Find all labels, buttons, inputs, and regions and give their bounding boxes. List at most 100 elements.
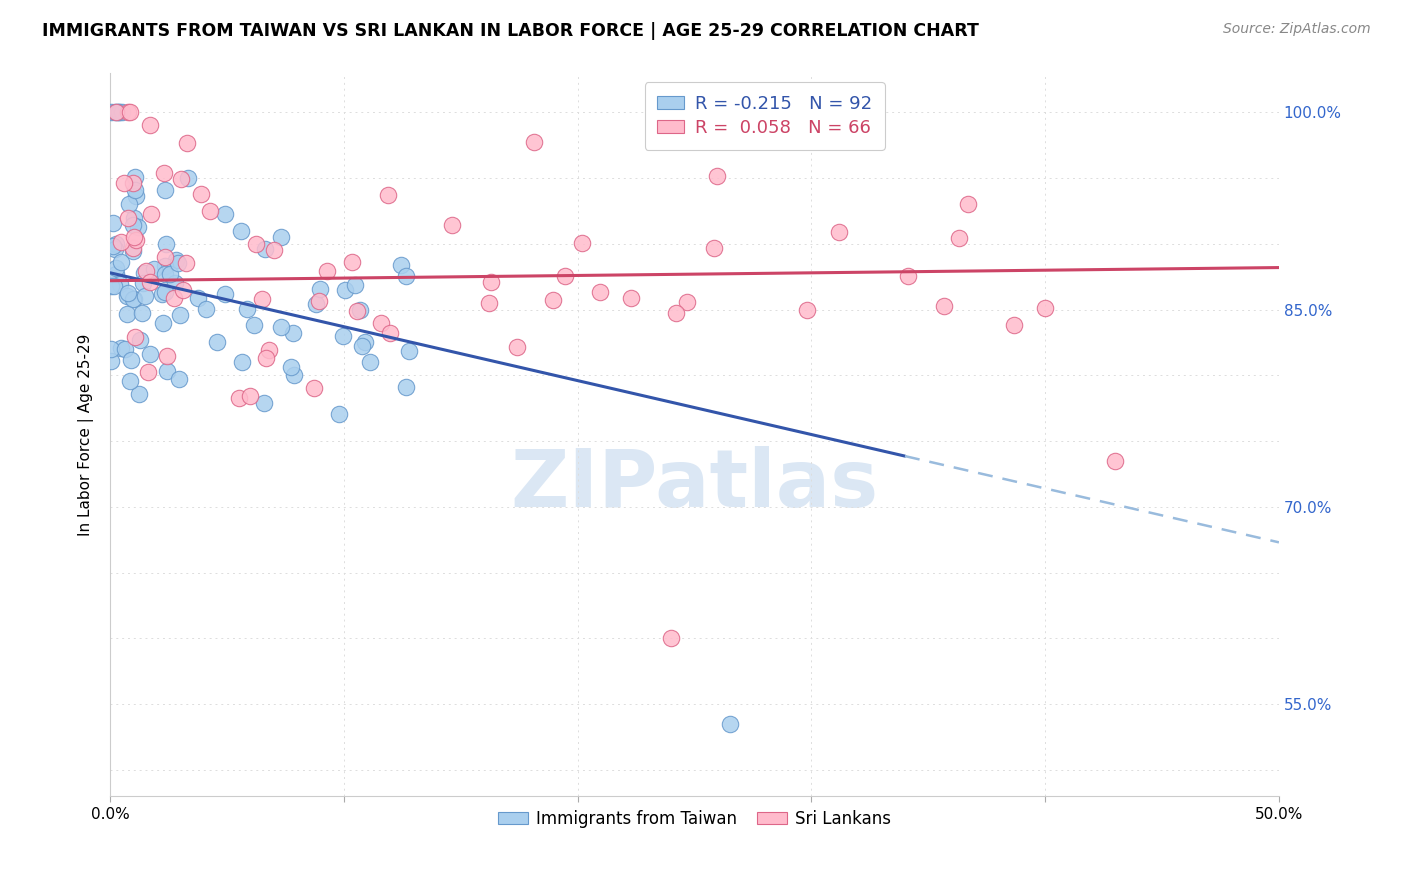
Point — [554, 268, 576, 283]
Point — [254, 351, 277, 365]
Point — [110, 254, 132, 268]
Point — [153, 285, 176, 299]
Point — [932, 299, 955, 313]
Point — [152, 166, 174, 180]
Point — [316, 264, 339, 278]
Point — [155, 236, 177, 251]
Point — [344, 277, 367, 292]
Point — [328, 408, 350, 422]
Point — [100, 279, 122, 293]
Point — [172, 284, 194, 298]
Point — [243, 318, 266, 333]
Point — [236, 302, 259, 317]
Y-axis label: In Labor Force | Age 25-29: In Labor Force | Age 25-29 — [79, 334, 94, 536]
Point — [127, 219, 149, 234]
Point — [440, 219, 463, 233]
Point — [718, 716, 741, 731]
Point — [896, 268, 918, 283]
Point — [167, 256, 190, 270]
Point — [124, 183, 146, 197]
Point — [108, 277, 131, 291]
Point — [620, 291, 643, 305]
Point — [395, 269, 418, 284]
Point — [228, 391, 250, 405]
Point — [120, 374, 142, 388]
Point — [346, 303, 368, 318]
Point — [589, 285, 612, 299]
Point — [103, 216, 125, 230]
Point — [398, 344, 420, 359]
Point — [165, 252, 187, 267]
Point — [163, 291, 186, 305]
Point — [121, 292, 143, 306]
Point — [506, 340, 529, 354]
Point — [176, 171, 198, 186]
Point — [380, 326, 402, 340]
Legend: Immigrants from Taiwan, Sri Lankans: Immigrants from Taiwan, Sri Lankans — [491, 804, 898, 835]
Point — [100, 353, 122, 368]
Point — [245, 236, 267, 251]
Point — [132, 276, 155, 290]
Point — [263, 243, 285, 257]
Point — [187, 291, 209, 305]
Point — [194, 301, 217, 316]
Point — [124, 330, 146, 344]
Point — [305, 297, 328, 311]
Point — [571, 235, 593, 250]
Point — [176, 136, 198, 150]
Point — [250, 292, 273, 306]
Point — [304, 381, 326, 395]
Point — [541, 293, 564, 307]
Point — [104, 260, 127, 275]
Point — [122, 244, 145, 259]
Point — [214, 286, 236, 301]
Point — [478, 296, 501, 310]
Point — [153, 183, 176, 197]
Point — [101, 238, 124, 252]
Point — [122, 292, 145, 306]
Point — [332, 329, 354, 343]
Point — [167, 372, 190, 386]
Point — [139, 275, 162, 289]
Point — [138, 346, 160, 360]
Point — [1002, 318, 1025, 333]
Point — [103, 278, 125, 293]
Point — [395, 380, 418, 394]
Point — [100, 342, 122, 356]
Point — [169, 308, 191, 322]
Point — [342, 255, 364, 269]
Point — [270, 320, 292, 334]
Point — [111, 105, 134, 120]
Point — [142, 262, 165, 277]
Point — [118, 197, 141, 211]
Point — [280, 360, 302, 375]
Point — [370, 316, 392, 330]
Point — [139, 207, 162, 221]
Point — [253, 396, 276, 410]
Point — [176, 255, 198, 269]
Point — [229, 224, 252, 238]
Point — [156, 349, 179, 363]
Point — [128, 333, 150, 347]
Point — [114, 342, 136, 356]
Point — [115, 307, 138, 321]
Point — [131, 306, 153, 320]
Point — [679, 121, 702, 136]
Point — [100, 105, 122, 120]
Point — [117, 289, 139, 303]
Point — [134, 266, 156, 280]
Point — [270, 230, 292, 244]
Point — [200, 203, 222, 218]
Point — [124, 170, 146, 185]
Point — [117, 105, 139, 120]
Point — [139, 118, 162, 132]
Point — [523, 135, 546, 149]
Point — [214, 207, 236, 221]
Point — [239, 389, 262, 403]
Point — [125, 233, 148, 247]
Point — [104, 242, 127, 256]
Point — [170, 171, 193, 186]
Point — [308, 294, 330, 309]
Text: Source: ZipAtlas.com: Source: ZipAtlas.com — [1223, 22, 1371, 37]
Point — [190, 186, 212, 201]
